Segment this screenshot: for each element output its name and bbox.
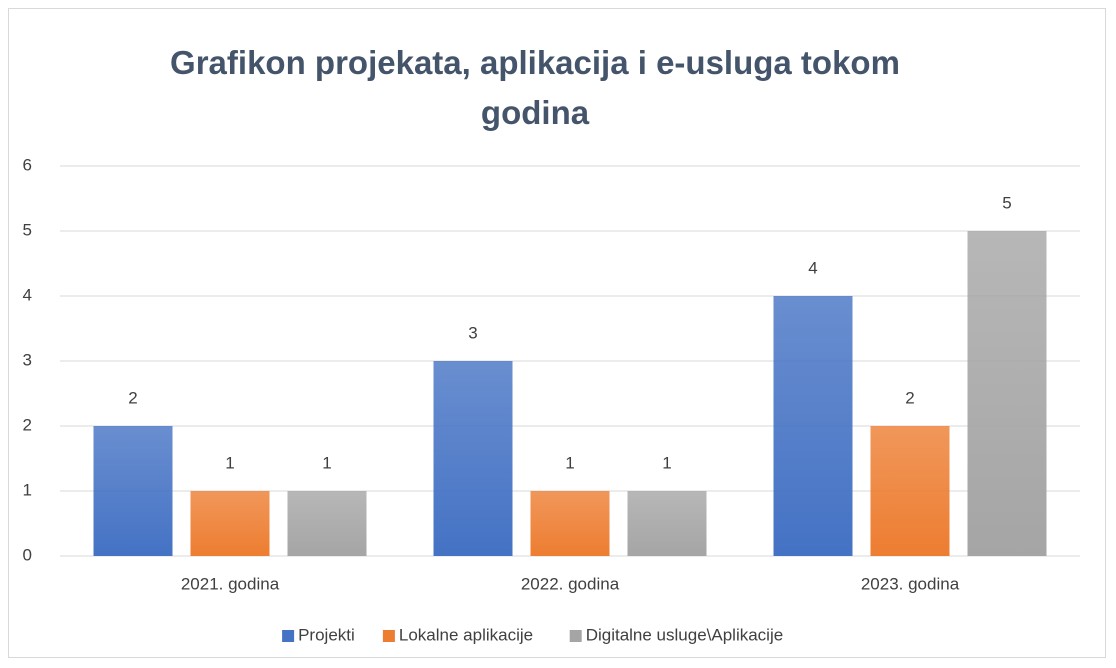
legend-label: Projekti [298, 625, 355, 644]
bar [190, 491, 270, 556]
data-label: 5 [1002, 193, 1011, 212]
bar [870, 426, 950, 556]
bar [530, 491, 610, 556]
y-tick-label: 2 [23, 415, 32, 434]
data-label: 1 [225, 453, 234, 472]
legend-swatch [382, 630, 395, 642]
bar [93, 426, 173, 556]
data-label: 1 [565, 453, 574, 472]
bar [433, 361, 513, 556]
y-tick-label: 4 [23, 285, 32, 304]
legend-label: Digitalne usluge\Aplikacije [586, 625, 784, 644]
data-label: 1 [322, 453, 331, 472]
bar [627, 491, 707, 556]
y-tick-label: 1 [23, 480, 32, 499]
data-label: 3 [468, 323, 477, 342]
legend-swatch [569, 630, 582, 642]
x-tick-label: 2023. godina [861, 574, 960, 593]
bar [287, 491, 367, 556]
y-tick-label: 3 [23, 350, 32, 369]
chart-border [8, 8, 1106, 658]
y-tick-label: 6 [23, 155, 32, 174]
bar [773, 296, 853, 556]
data-label: 2 [128, 388, 137, 407]
legend-swatch [282, 630, 295, 642]
x-tick-label: 2021. godina [181, 574, 280, 593]
data-label: 1 [662, 453, 671, 472]
chart-title: Grafikon projekata, aplikacija i e-uslug… [170, 44, 900, 131]
y-tick-label: 0 [23, 545, 32, 564]
data-label: 2 [905, 388, 914, 407]
x-tick-label: 2022. godina [521, 574, 620, 593]
y-tick-label: 5 [23, 220, 32, 239]
data-label: 4 [808, 258, 817, 277]
legend-label: Lokalne aplikacije [399, 625, 533, 644]
bar [967, 231, 1047, 556]
